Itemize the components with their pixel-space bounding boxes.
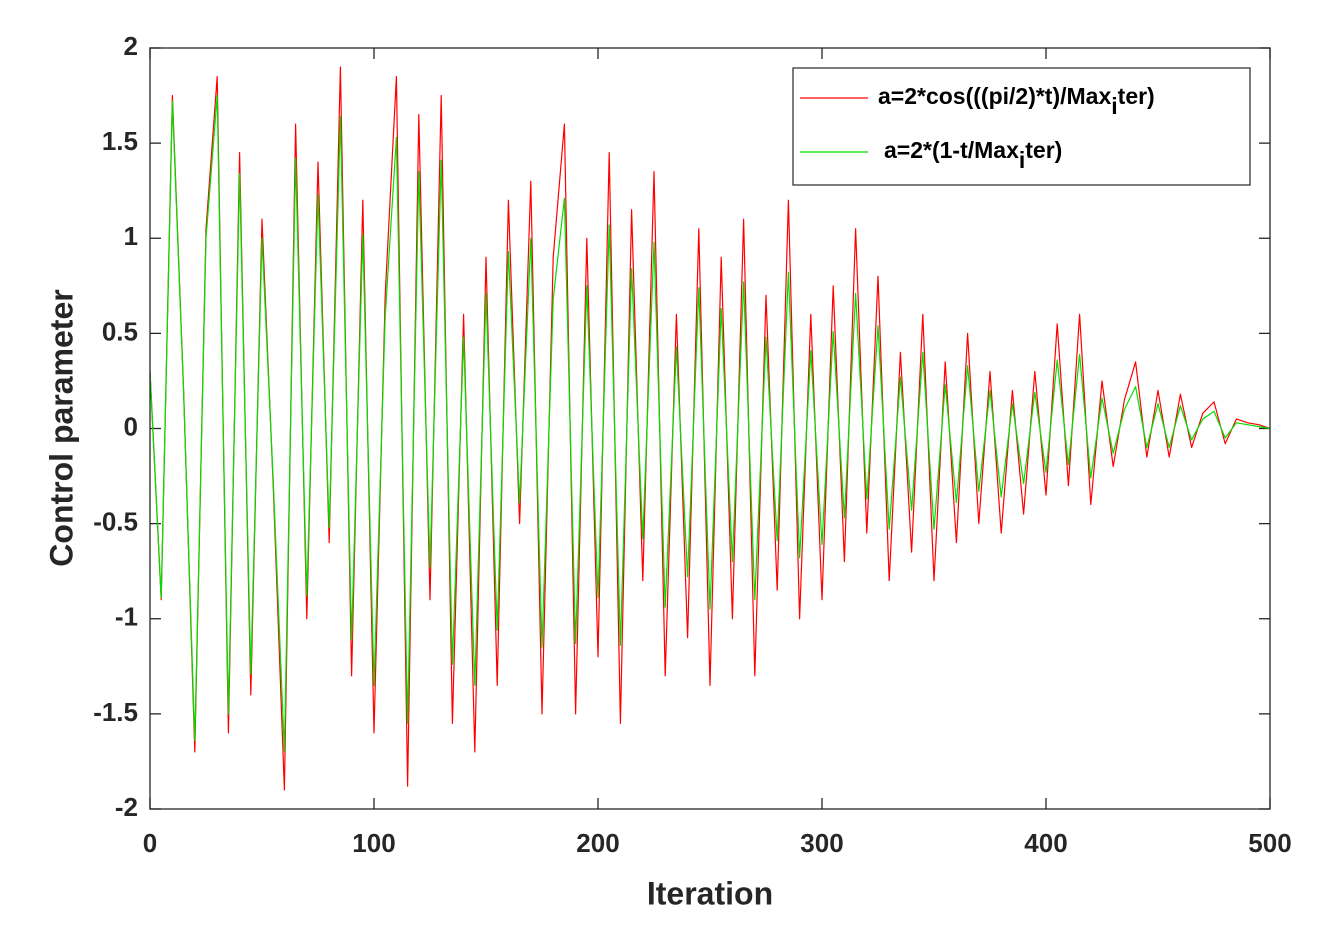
legend-label-part: i: [1019, 147, 1025, 173]
x-tick-label: 0: [143, 828, 157, 858]
legend-label-part: a=2*cos(((pi/2)*t)/Max: [878, 83, 1111, 109]
legend-label-part: ter): [1025, 137, 1062, 163]
data-line: [149, 66, 1271, 791]
y-axis-label: Control parameter: [43, 289, 79, 566]
y-tick-label: 1.5: [102, 126, 138, 156]
y-tick-label: -2: [115, 792, 138, 822]
legend-label-part: i: [1111, 93, 1117, 119]
y-tick-label: 0.5: [102, 316, 138, 346]
legend-label-part: ter): [1118, 83, 1155, 109]
y-tick-label: -1: [115, 602, 138, 632]
y-tick-label: 1: [124, 221, 138, 251]
x-tick-label: 300: [800, 828, 843, 858]
plot-frame: [149, 47, 1271, 810]
x-tick-label: 200: [576, 828, 619, 858]
legend-label-part: a=2*(1-t/Max: [884, 137, 1019, 163]
y-tick-label: -1.5: [93, 697, 138, 727]
y-tick-label: -0.5: [93, 507, 138, 537]
x-tick-label: 400: [1024, 828, 1067, 858]
legend-label: a=2*cos(((pi/2)*t)/Maxiter): [878, 83, 1155, 119]
x-tick-label: 100: [352, 828, 395, 858]
x-axis-label: Iteration: [647, 875, 773, 911]
x-tick-label: 500: [1248, 828, 1291, 858]
y-tick-label: 2: [124, 31, 138, 61]
legend-box: [792, 67, 1251, 186]
y-tick-label: 0: [124, 411, 138, 441]
data-line: [149, 94, 1271, 753]
legend-label: a=2*(1-t/Maxiter): [884, 137, 1062, 173]
legend: a=2*cos(((pi/2)*t)/Maxiter)a=2*(1-t/Maxi…: [792, 67, 1251, 186]
